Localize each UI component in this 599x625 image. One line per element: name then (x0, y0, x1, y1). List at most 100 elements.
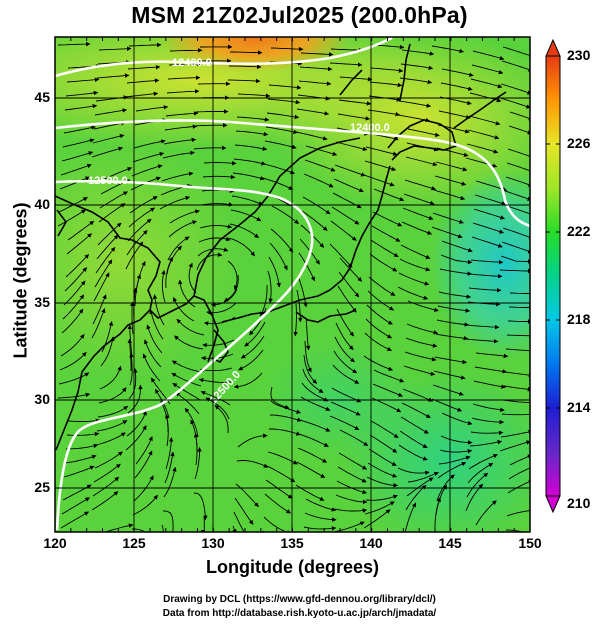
streamline (57, 209, 86, 227)
streamline (61, 151, 94, 162)
streamline (142, 353, 161, 382)
streamline (131, 528, 146, 532)
streamline (334, 336, 355, 363)
streamline (270, 386, 290, 410)
streamline (58, 372, 90, 385)
streamline (404, 179, 437, 191)
streamline (399, 77, 433, 85)
streamline (438, 110, 471, 120)
streamline (303, 526, 337, 531)
streamline (127, 218, 152, 242)
streamline (404, 351, 437, 362)
streamline (133, 475, 154, 502)
streamline (167, 75, 201, 80)
streamline (128, 368, 138, 400)
streamline (338, 99, 372, 106)
streamline (260, 284, 268, 317)
streamline (144, 339, 162, 368)
streamline (369, 253, 398, 272)
x-axis-label: Longitude (degrees) (205, 557, 379, 577)
streamline (92, 294, 107, 325)
streamline (60, 511, 89, 529)
streamline (304, 512, 337, 522)
streamline (97, 405, 129, 418)
streamline (164, 451, 175, 484)
streamline (330, 220, 357, 241)
streamline (367, 290, 394, 311)
streamline (296, 289, 303, 323)
streamline (227, 260, 239, 291)
streamline (164, 413, 170, 447)
streamline (234, 144, 268, 151)
streamline (203, 160, 237, 166)
colorbar-tick-label: 218 (567, 311, 591, 327)
streamline (96, 420, 128, 432)
streamline (468, 454, 498, 470)
streamline (468, 115, 501, 126)
streamline (507, 319, 530, 324)
streamline (474, 366, 508, 374)
x-tick-label: 145 (438, 535, 462, 551)
streamline (507, 479, 530, 494)
streamline (175, 391, 200, 415)
streamline (194, 447, 202, 480)
streamline (370, 239, 399, 258)
y-tick-label: 35 (34, 294, 50, 310)
streamline (94, 259, 113, 288)
streamline (337, 285, 357, 313)
streamline (270, 400, 301, 414)
streamline (436, 319, 470, 327)
streamline (128, 207, 155, 228)
streamline (65, 90, 99, 97)
streamline (66, 431, 100, 437)
streamline (400, 416, 429, 434)
grid-lines (55, 37, 530, 532)
y-tick-label: 30 (34, 391, 50, 407)
streamline (195, 109, 229, 114)
streamline (399, 430, 428, 449)
streamline (164, 124, 198, 131)
streamline (339, 429, 369, 447)
streamline (403, 365, 436, 376)
streamline (469, 439, 503, 447)
streamline (169, 48, 203, 53)
streamline (238, 349, 264, 371)
streamline (198, 378, 232, 383)
streamline (59, 351, 87, 371)
streamline (233, 158, 266, 166)
temperature-field (55, 37, 530, 532)
streamline (266, 465, 296, 483)
streamline (335, 322, 354, 351)
streamline (293, 303, 298, 337)
streamline (364, 160, 397, 172)
streamline (508, 305, 530, 310)
streamline (509, 291, 530, 296)
streamline (329, 415, 360, 431)
streamline (398, 444, 428, 461)
streamline (466, 472, 489, 498)
streamline (296, 108, 330, 116)
streamline (62, 294, 85, 320)
streamline (233, 511, 245, 532)
streamline (298, 433, 329, 447)
streamline (398, 272, 430, 286)
streamline (165, 256, 174, 289)
streamline (331, 206, 360, 225)
streamline (501, 412, 530, 417)
streamline (101, 321, 114, 353)
streamline (64, 454, 97, 464)
height-contours (55, 37, 530, 531)
streamline (466, 143, 499, 154)
streamline (172, 382, 201, 401)
streamline (92, 133, 125, 144)
streamline (433, 189, 466, 201)
streamline (270, 228, 294, 253)
streamline (91, 491, 119, 511)
streamline (475, 352, 509, 359)
streamline (57, 41, 91, 47)
streamline (364, 332, 392, 352)
streamline (67, 418, 101, 424)
contour-label-12400: 12400.0 (350, 122, 390, 134)
streamline (62, 484, 92, 501)
streamline (66, 233, 92, 255)
